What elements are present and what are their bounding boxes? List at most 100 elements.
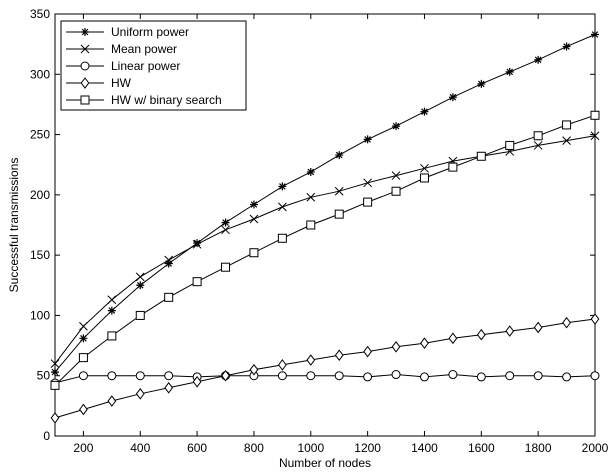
y-tick-label: 350 (30, 7, 50, 21)
data-point (249, 200, 258, 209)
data-point (277, 233, 287, 243)
data-point (164, 292, 174, 302)
data-point (306, 192, 316, 202)
x-tick-label: 1400 (411, 441, 438, 455)
data-point (590, 371, 600, 381)
data-point (334, 371, 344, 381)
data-point (78, 371, 88, 381)
data-point (391, 370, 401, 380)
data-point (533, 371, 543, 381)
data-point (533, 131, 543, 141)
series-line (54, 373, 596, 384)
data-point (420, 163, 429, 173)
x-axis-label: Number of nodes (279, 456, 371, 470)
series-square (50, 110, 600, 390)
x-tick-label: 800 (244, 441, 264, 455)
y-tick-label: 50 (37, 369, 51, 383)
x-tick-label: 400 (130, 441, 150, 455)
data-point (590, 131, 600, 141)
data-point (51, 368, 59, 377)
ticks: 200 400 600 800 1000 1200 1400 1600 1800 2000 0 50 1… (30, 7, 609, 455)
data-point (448, 93, 457, 102)
data-point (306, 354, 316, 366)
data-point (278, 182, 287, 191)
data-point (164, 371, 174, 381)
legend-label: Mean power (111, 42, 177, 56)
data-point (107, 371, 117, 381)
data-point (135, 310, 145, 320)
data-point (277, 359, 287, 371)
data-point (392, 122, 401, 131)
data-point (448, 370, 458, 380)
data-point (136, 281, 145, 290)
series-star (51, 30, 599, 377)
series-layer (50, 30, 600, 424)
data-point (79, 403, 88, 416)
series-x (50, 131, 600, 369)
data-point (591, 30, 599, 39)
data-point (50, 412, 60, 424)
data-point (391, 340, 401, 353)
data-point (107, 395, 117, 407)
data-point (306, 371, 316, 381)
y-tick-label: 250 (30, 128, 50, 142)
legend-entry: HW (66, 76, 132, 90)
data-point (221, 225, 230, 235)
data-point (78, 353, 88, 363)
data-point (363, 372, 373, 382)
legend-marker (80, 61, 90, 71)
data-point (249, 214, 259, 224)
data-point (562, 316, 571, 329)
data-point (50, 359, 60, 369)
data-point (419, 173, 429, 183)
data-point (79, 321, 88, 331)
x-tick-label: 2000 (582, 441, 609, 455)
data-point (363, 345, 373, 358)
x-tick-label: 1000 (297, 441, 324, 455)
legend-entry: HW w/ binary search (66, 93, 222, 107)
y-tick-label: 0 (43, 429, 50, 443)
data-point (221, 369, 230, 382)
x-tick-label: 1800 (525, 441, 552, 455)
data-point (476, 328, 486, 341)
y-tick-label: 150 (30, 248, 50, 262)
data-point (221, 262, 231, 272)
data-point (192, 375, 202, 388)
data-point (278, 202, 287, 212)
data-point (534, 55, 543, 64)
data-point (107, 306, 116, 315)
data-point (249, 248, 259, 258)
data-point (192, 239, 202, 249)
x-tick-label: 200 (73, 441, 93, 455)
y-tick-label: 200 (30, 188, 50, 202)
data-point (363, 197, 373, 207)
data-point (590, 313, 600, 325)
data-point (363, 178, 372, 188)
y-axis-label: Successful transmissions (7, 158, 21, 293)
data-point (249, 363, 259, 376)
data-point (135, 272, 145, 282)
data-point (193, 239, 202, 248)
legend-marker (80, 44, 90, 54)
data-point (562, 372, 572, 382)
data-point (391, 186, 401, 196)
data-point (164, 255, 174, 265)
legend-label: HW (111, 76, 132, 90)
data-point (590, 110, 600, 120)
legend-marker (80, 95, 90, 105)
data-point (448, 332, 458, 345)
data-point (420, 337, 429, 349)
data-point (533, 321, 543, 334)
series-line (54, 114, 596, 386)
data-point (335, 151, 344, 160)
legend-marker (81, 28, 89, 36)
x-tick-label: 600 (187, 441, 207, 455)
data-point (363, 135, 372, 144)
data-point (477, 79, 486, 88)
data-point (505, 371, 515, 381)
data-point (107, 295, 117, 305)
data-point (135, 371, 145, 381)
legend-label: HW w/ binary search (111, 93, 222, 107)
data-point (334, 186, 344, 196)
data-point (562, 42, 571, 51)
